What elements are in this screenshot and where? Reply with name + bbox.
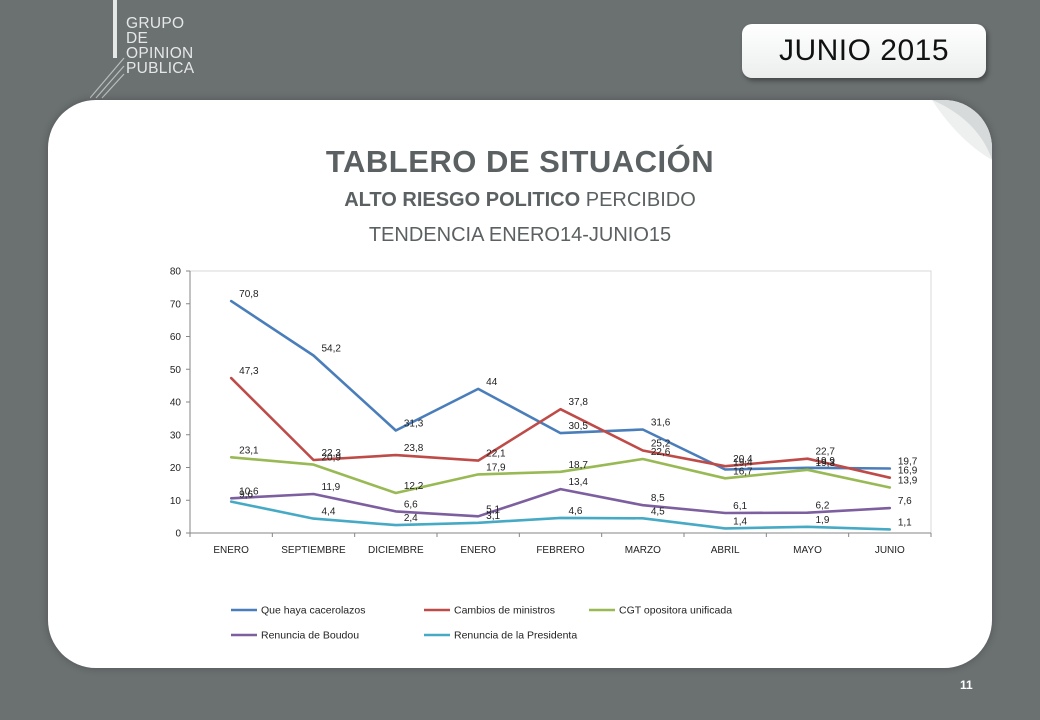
data-label: 20,9 bbox=[322, 453, 342, 464]
logo-line: GRUPO bbox=[126, 15, 185, 32]
data-label: 22,7 bbox=[816, 447, 836, 458]
data-label: 70,8 bbox=[239, 289, 259, 300]
series-line bbox=[229, 455, 892, 495]
data-label: 16,9 bbox=[898, 466, 918, 477]
data-label: 23,8 bbox=[404, 443, 424, 454]
data-label: 22,6 bbox=[651, 447, 671, 458]
page-number: 11 bbox=[960, 678, 973, 692]
data-label: 1,1 bbox=[898, 517, 912, 528]
month-label: JUNIO 2015 bbox=[778, 34, 950, 67]
data-label: 8,5 bbox=[651, 493, 665, 504]
legend-label: Que haya cacerolazos bbox=[261, 605, 365, 617]
line-chart: 0 10 20 30 40 50 60 70 80 ENERO SEPTIEMBRE DICIEMBR… bbox=[170, 267, 932, 642]
data-label: 54,2 bbox=[322, 343, 342, 354]
y-tick-label: 30 bbox=[170, 430, 182, 441]
data-label: 6,6 bbox=[404, 499, 418, 510]
x-tick-label: ENERO bbox=[460, 545, 496, 556]
data-label: 4,5 bbox=[651, 506, 665, 517]
month-badge: JUNIO 2015 bbox=[742, 24, 986, 78]
legend-label: CGT opositora unificada bbox=[619, 605, 732, 617]
data-label: 31,3 bbox=[404, 418, 424, 429]
series-line bbox=[229, 299, 892, 471]
subtitle-rest: PERCIBIDO bbox=[580, 189, 696, 211]
data-label: 22,1 bbox=[486, 449, 506, 460]
data-label: 13,4 bbox=[569, 477, 589, 488]
data-label: 1,9 bbox=[816, 515, 830, 526]
x-tick-label: MARZO bbox=[625, 545, 661, 556]
logo-text: GRUPO DE OPINION PUBLICA bbox=[126, 15, 195, 77]
data-label: 37,8 bbox=[569, 397, 589, 408]
data-label: 4,6 bbox=[569, 506, 583, 517]
data-label: 3,1 bbox=[486, 511, 500, 522]
data-label: 19,4 bbox=[733, 457, 753, 468]
data-label: 18,7 bbox=[569, 460, 589, 471]
y-tick-label: 50 bbox=[170, 365, 182, 376]
y-tick-label: 70 bbox=[170, 299, 182, 310]
data-label: 5,1 bbox=[486, 504, 500, 515]
x-tick-label: SEPTIEMBRE bbox=[281, 545, 346, 556]
data-label: 2,4 bbox=[404, 513, 418, 524]
data-label: 16,7 bbox=[733, 466, 753, 477]
chart-subtitle: ALTO RIESGO POLITICO PERCIBIDO bbox=[48, 189, 992, 212]
data-label: 4,4 bbox=[322, 507, 336, 518]
y-tick-label: 10 bbox=[170, 496, 182, 507]
series-line bbox=[229, 500, 892, 531]
data-label: 12,2 bbox=[404, 481, 424, 492]
x-tick-label: DICIEMBRE bbox=[368, 545, 424, 556]
data-label: 31,6 bbox=[651, 418, 671, 429]
logo-line: PUBLICA bbox=[126, 60, 195, 77]
data-label: 17,9 bbox=[486, 462, 506, 473]
data-label: 44 bbox=[486, 377, 498, 388]
data-label: 11,9 bbox=[322, 482, 341, 493]
data-label: 10,6 bbox=[239, 486, 259, 497]
data-label: 9,6 bbox=[239, 490, 253, 501]
data-label: 22,3 bbox=[322, 448, 342, 459]
logo-line: DE bbox=[126, 30, 149, 47]
data-label: 25,2 bbox=[651, 438, 671, 449]
logo-line: OPINION bbox=[126, 45, 194, 62]
y-tick-label: 40 bbox=[170, 398, 182, 409]
data-label: 13,9 bbox=[898, 475, 918, 486]
y-tick-label: 60 bbox=[170, 332, 182, 343]
x-tick-label: ABRIL bbox=[711, 545, 740, 556]
legend-label: Renuncia de la Presidenta bbox=[454, 630, 577, 642]
x-tick-label: FEBRERO bbox=[536, 545, 585, 556]
data-label: 7,6 bbox=[898, 496, 912, 507]
series-line bbox=[229, 376, 892, 480]
data-label: 47,3 bbox=[239, 366, 259, 377]
subtitle-bold: ALTO RIESGO POLITICO bbox=[344, 189, 581, 211]
chart-panel: TABLERO DE SITUACIÓN ALTO RIESGO POLITIC… bbox=[48, 100, 992, 668]
grupo-opinion-publica-logo bbox=[90, 0, 125, 99]
data-label: 1,4 bbox=[733, 516, 747, 527]
data-label: 30,5 bbox=[569, 421, 589, 432]
legend-label: Renuncia de Boudou bbox=[261, 630, 359, 642]
y-tick-label: 80 bbox=[170, 267, 182, 278]
chart-subtitle-period: TENDENCIA ENERO14-JUNIO15 bbox=[368, 224, 672, 246]
data-label: 20,4 bbox=[733, 454, 753, 465]
data-label: 6,1 bbox=[733, 501, 747, 512]
data-label: 19,9 bbox=[816, 456, 836, 467]
x-tick-label: ENERO bbox=[213, 545, 249, 556]
y-tick-label: 20 bbox=[170, 463, 182, 474]
data-label: 19,3 bbox=[816, 458, 836, 469]
data-label: 23,1 bbox=[239, 445, 259, 456]
legend-label: Cambios de ministros bbox=[454, 605, 555, 617]
data-label: 6,2 bbox=[816, 501, 830, 512]
series-line bbox=[229, 487, 892, 518]
y-tick-label: 0 bbox=[175, 529, 181, 540]
x-tick-label: JUNIO bbox=[875, 545, 905, 556]
chart-title: TABLERO DE SITUACIÓN bbox=[325, 144, 715, 179]
data-label: 19,7 bbox=[898, 456, 918, 467]
x-tick-label: MAYO bbox=[793, 545, 822, 556]
